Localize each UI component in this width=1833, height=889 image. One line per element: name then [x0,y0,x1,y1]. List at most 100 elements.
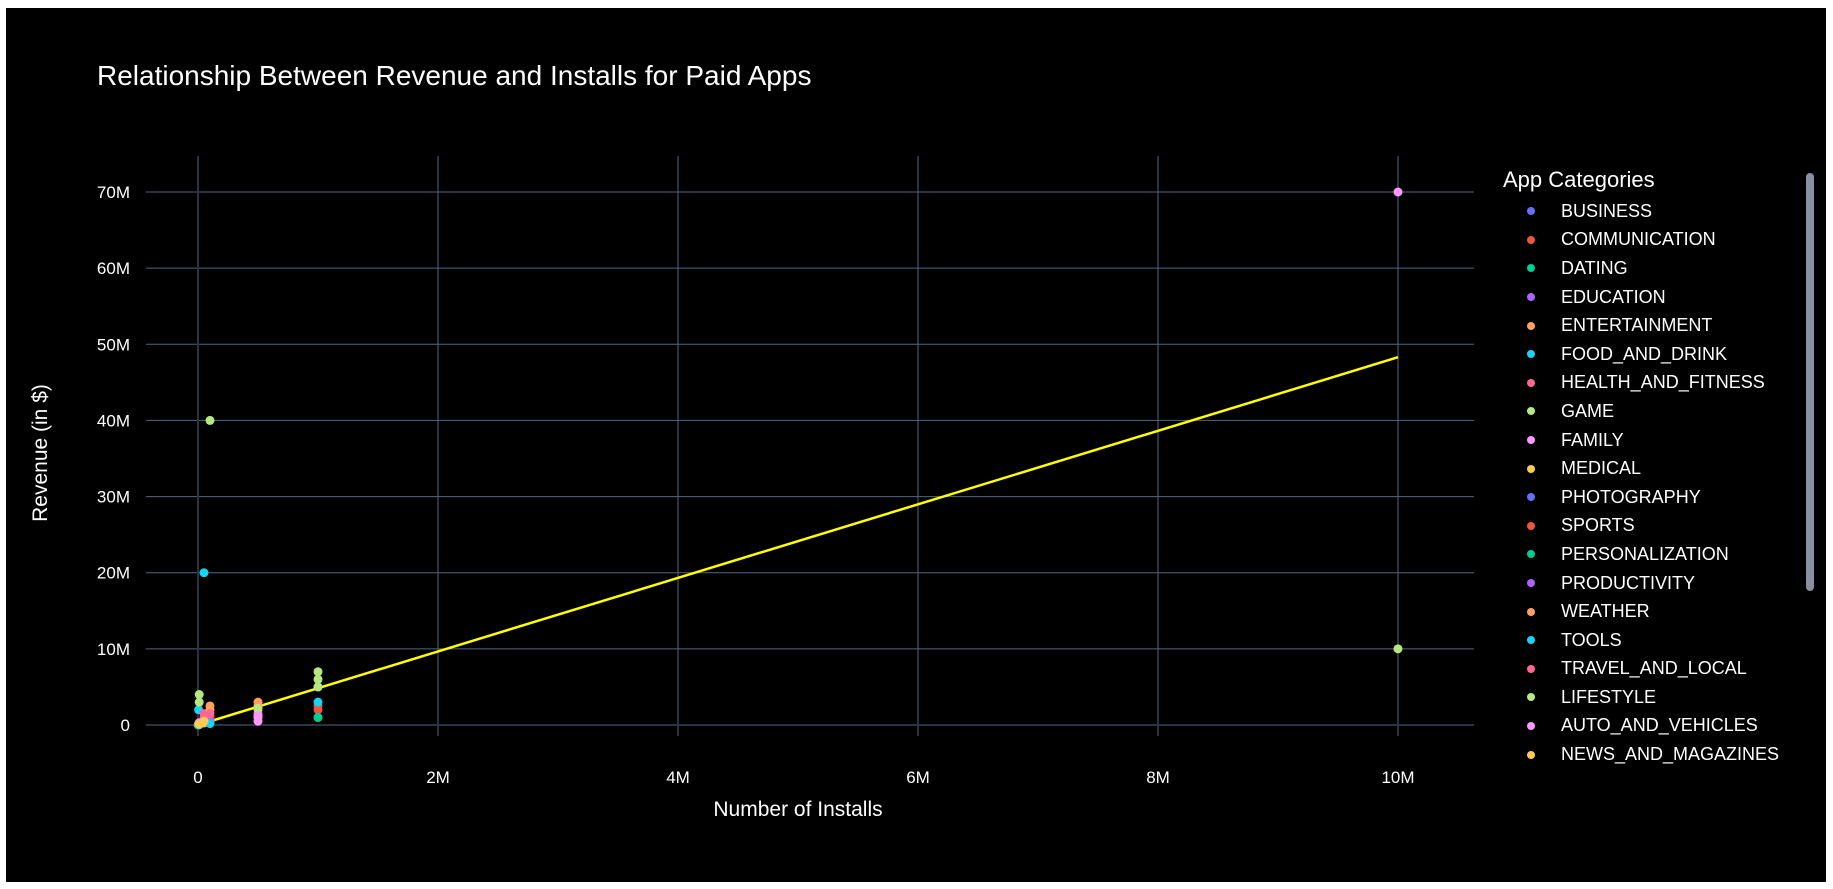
legend-label: DATING [1561,257,1628,278]
legend-label: COMMUNICATION [1561,229,1716,250]
legend: App Categories BUSINESS COMMUNICATION DATI… [1503,163,1803,769]
y-axis-label: Revenue (in $) [29,384,52,522]
data-point-travel-and-local[interactable] [205,709,215,719]
y-tick-label: 0 [121,716,130,735]
legend-marker [1527,293,1535,302]
legend-label: AUTO_AND_VEHICLES [1561,715,1758,736]
data-point-lifestyle[interactable] [194,697,204,707]
legend-label: PERSONALIZATION [1561,543,1729,564]
trendline [197,356,1399,727]
legend-label: FOOD_AND_DRINK [1561,343,1728,364]
legend-label: LIFESTYLE [1561,686,1657,707]
data-point-lifestyle[interactable] [253,703,263,713]
legend-item-travel-and-local[interactable]: TRAVEL_AND_LOCAL [1503,655,1803,684]
data-point-auto-and-vehicles[interactable] [253,711,263,721]
legend-marker [1527,436,1535,445]
legend-item-news-and-magazines[interactable]: NEWS_AND_MAGAZINES [1503,740,1803,769]
legend-item-entertainment[interactable]: ENTERTAINMENT [1503,311,1803,340]
legend-marker [1527,721,1535,730]
legend-label: PRODUCTIVITY [1561,572,1696,593]
legend-marker [1527,350,1535,359]
y-tick-label: 50M [97,335,130,354]
legend-marker [1527,636,1535,645]
x-tick-label: 0 [193,768,202,787]
legend-marker [1527,693,1535,702]
x-tick-labels: 0 2M 4M 6M 8M 10M [193,768,1414,787]
legend-item-business[interactable]: BUSINESS [1503,197,1803,226]
legend-list: BUSINESS COMMUNICATION DATING EDUCATION ENTE… [1503,197,1803,769]
y-tick-label: 20M [97,564,130,583]
legend-item-game[interactable]: GAME [1503,397,1803,426]
legend-marker [1527,407,1535,416]
chart-title: Relationship Between Revenue and Install… [97,60,812,91]
x-axis-label: Number of Installs [713,798,882,821]
data-point-game[interactable] [313,674,323,684]
legend-label: ENTERTAINMENT [1561,315,1713,336]
legend-marker [1527,264,1535,273]
legend-item-weather[interactable]: WEATHER [1503,597,1803,626]
legend-marker [1527,550,1535,559]
legend-label: EDUCATION [1561,286,1666,307]
legend-item-dating[interactable]: DATING [1503,254,1803,283]
data-points [193,187,1403,730]
legend-label: HEALTH_AND_FITNESS [1561,372,1765,393]
legend-item-productivity[interactable]: PRODUCTIVITY [1503,569,1803,598]
legend-item-personalization[interactable]: PERSONALIZATION [1503,540,1803,569]
legend-marker [1527,493,1535,502]
legend-item-lifestyle[interactable]: LIFESTYLE [1503,683,1803,712]
legend-item-auto-and-vehicles[interactable]: AUTO_AND_VEHICLES [1503,712,1803,741]
y-tick-label: 10M [97,640,130,659]
legend-item-tools[interactable]: TOOLS [1503,626,1803,655]
data-point-food-and-drink[interactable] [199,568,209,578]
data-point-game[interactable] [194,690,204,700]
data-point-game[interactable] [313,667,323,677]
data-point-news-and-magazines[interactable] [199,716,209,726]
legend-label: TRAVEL_AND_LOCAL [1561,658,1747,679]
x-tick-label: 2M [426,768,450,787]
legend-item-health-and-fitness[interactable]: HEALTH_AND_FITNESS [1503,369,1803,398]
x-tick-label: 6M [906,768,930,787]
legend-label: TOOLS [1561,629,1622,650]
legend-item-communication[interactable]: COMMUNICATION [1503,226,1803,255]
y-tick-label: 60M [97,259,130,278]
legend-marker [1527,607,1535,616]
legend-label: NEWS_AND_MAGAZINES [1561,744,1780,765]
legend-marker [1527,321,1535,330]
legend-scrollbar[interactable] [1806,173,1814,591]
legend-label: WEATHER [1561,601,1650,622]
legend-marker [1527,750,1535,759]
legend-label: SPORTS [1561,515,1635,536]
legend-item-medical[interactable]: MEDICAL [1503,454,1803,483]
legend-marker [1527,378,1535,387]
trendline-layer [197,356,1399,727]
legend-label: PHOTOGRAPHY [1561,486,1701,507]
data-point-personalization[interactable] [313,712,323,722]
legend-label: GAME [1561,400,1615,421]
legend-marker [1527,235,1535,244]
legend-item-education[interactable]: EDUCATION [1503,283,1803,312]
data-point-family[interactable] [1393,187,1403,197]
data-point-lifestyle[interactable] [313,682,323,692]
zero-lines [146,156,1474,736]
x-tick-label: 8M [1146,768,1170,787]
y-tick-labels: 0 10M 20M 30M 40M 50M 60M 70M [97,183,130,735]
x-tick-label: 4M [666,768,690,787]
data-point-game[interactable] [205,415,215,425]
legend-title: App Categories [1503,167,1655,192]
chart-frame: Relationship Between Revenue and Install… [6,8,1826,882]
legend-label: BUSINESS [1561,200,1653,221]
legend-item-family[interactable]: FAMILY [1503,426,1803,455]
y-tick-label: 30M [97,488,130,507]
legend-item-food-and-drink[interactable]: FOOD_AND_DRINK [1503,340,1803,369]
grid-lines [146,156,1474,736]
legend-marker [1527,464,1535,473]
data-point-tools[interactable] [313,697,323,707]
x-tick-label: 10M [1381,768,1414,787]
legend-item-sports[interactable]: SPORTS [1503,512,1803,541]
data-point-game[interactable] [1393,644,1403,654]
legend-marker [1527,207,1535,216]
legend-label: FAMILY [1561,429,1624,450]
legend-marker [1527,521,1535,530]
legend-item-photography[interactable]: PHOTOGRAPHY [1503,483,1803,512]
y-tick-label: 70M [97,183,130,202]
